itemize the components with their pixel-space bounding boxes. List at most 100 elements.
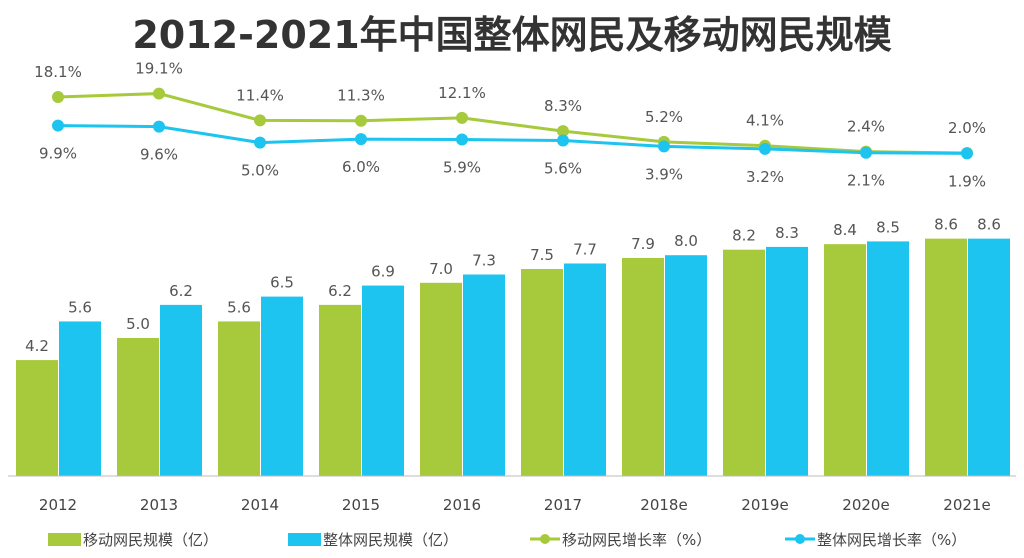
line-point [52, 119, 64, 132]
bar-mobile-2012 [16, 360, 58, 476]
bar-total-2013 [160, 304, 202, 476]
line-value-label: 2.1% [847, 172, 885, 190]
line-value-label: 1.9% [948, 172, 986, 190]
line-point [557, 134, 569, 147]
bar-value-label: 8.0 [674, 232, 698, 250]
line-point [658, 140, 670, 153]
line-value-label: 9.6% [140, 146, 178, 164]
bar-value-label: 7.9 [631, 235, 655, 253]
line-value-label: 11.3% [337, 87, 385, 105]
line-value-label: 2.4% [847, 118, 885, 136]
line-point [456, 111, 468, 124]
bar-total-2014 [261, 296, 303, 476]
bars-layer: 4.2 5.0 5.6 6.2 7.0 7.5 7.9 8.2 8.4 8.6 5.6 6.2 6.5 6… [16, 216, 1010, 476]
bar-mobile-2015 [319, 304, 361, 476]
bar-value-label: 8.6 [934, 216, 958, 234]
x-tick-label: 2020e [842, 496, 889, 514]
bar-total-2017 [564, 263, 606, 476]
x-tick-label: 2012 [39, 496, 77, 514]
x-tick-label: 2017 [544, 496, 582, 514]
line-point [759, 142, 771, 155]
line-point [52, 91, 64, 104]
line-value-label: 8.3% [544, 97, 582, 115]
bar-total-2015 [362, 285, 404, 476]
line-point [456, 133, 468, 146]
bar-mobile-2019e [723, 249, 765, 476]
legend-label: 整体网民增长率（%） [817, 531, 966, 549]
bar-mobile-2020e [824, 244, 866, 476]
legend-label: 移动网民增长率（%） [562, 531, 711, 549]
x-tick-label: 2018e [640, 496, 687, 514]
line-value-label: 9.9% [39, 145, 77, 163]
line-point [355, 133, 367, 146]
x-tick-label: 2021e [943, 496, 990, 514]
bar-total-2019e [766, 246, 808, 476]
legend-marker [540, 534, 550, 544]
line-value-label: 2.0% [948, 119, 986, 137]
line-point [153, 120, 165, 133]
line-value-label: 5.0% [241, 162, 279, 180]
bar-value-label: 6.2 [169, 282, 193, 300]
line-point [254, 114, 266, 127]
bar-value-label: 4.2 [25, 337, 49, 355]
x-tick-label: 2014 [241, 496, 279, 514]
bar-mobile-2014 [218, 321, 260, 476]
bar-value-label: 5.0 [126, 315, 150, 333]
bar-mobile-2016 [420, 282, 462, 476]
chart-title: 2012-2021年中国整体网民及移动网民规模 [132, 13, 891, 57]
lines-layer: 18.1% 19.1% 11.4% 11.3% 12.1% 8.3% 5.2% 4.1% 2.4… [34, 60, 986, 191]
line-value-label: 5.9% [443, 158, 481, 176]
bar-value-label: 6.9 [371, 263, 395, 281]
line-value-label: 5.2% [645, 108, 683, 126]
bar-value-label: 7.7 [573, 240, 597, 258]
line-value-label: 12.1% [438, 84, 486, 102]
bar-value-label: 6.2 [328, 282, 352, 300]
legend-swatch [48, 533, 81, 546]
legend: 移动网民规模（亿） 整体网民规模（亿） 移动网民增长率（%） 整体网民增长率（%） [48, 531, 966, 549]
line-value-label: 19.1% [135, 60, 183, 78]
bar-value-label: 8.3 [775, 224, 799, 242]
legend-marker [795, 534, 805, 544]
bar-value-label: 8.5 [876, 218, 900, 236]
legend-swatch [288, 533, 321, 546]
bar-value-label: 8.2 [732, 227, 756, 245]
line-value-label: 5.6% [544, 160, 582, 178]
bar-value-label: 8.6 [977, 216, 1001, 234]
legend-label: 整体网民规模（亿） [323, 531, 458, 549]
bar-total-2018e [665, 255, 707, 476]
bar-mobile-2013 [117, 338, 159, 476]
bar-value-label: 7.5 [530, 246, 554, 264]
x-axis-ticks: 2012 2013 2014 2015 2016 2017 2018e 2019e 2020e 2… [39, 496, 991, 514]
legend-label: 移动网民规模（亿） [83, 531, 218, 549]
line-total-growth [57, 124, 968, 155]
line-value-label: 18.1% [34, 63, 82, 81]
bar-total-2012 [59, 321, 101, 476]
line-value-label: 3.2% [746, 168, 784, 186]
bar-value-label: 6.5 [270, 274, 294, 292]
line-value-label: 6.0% [342, 158, 380, 176]
line-point [961, 147, 973, 160]
bar-value-label: 7.3 [472, 252, 496, 270]
line-value-label: 11.4% [236, 86, 284, 104]
line-point [355, 114, 367, 127]
line-point [557, 125, 569, 138]
bar-value-label: 7.0 [429, 260, 453, 278]
x-tick-label: 2016 [443, 496, 481, 514]
bar-value-label: 5.6 [227, 298, 251, 316]
bar-total-2021e [968, 238, 1010, 476]
x-tick-label: 2013 [140, 496, 178, 514]
x-tick-label: 2015 [342, 496, 380, 514]
line-point [860, 146, 872, 159]
bar-mobile-2021e [925, 238, 967, 476]
x-tick-label: 2019e [741, 496, 788, 514]
bar-mobile-2017 [521, 269, 563, 476]
bar-value-label: 5.6 [68, 298, 92, 316]
line-point [254, 136, 266, 149]
bar-total-2020e [867, 241, 909, 476]
bar-mobile-2018e [622, 257, 664, 476]
bar-total-2016 [463, 274, 505, 476]
line-value-label: 3.9% [645, 165, 683, 183]
bar-value-label: 8.4 [833, 221, 857, 239]
line-point [153, 87, 165, 100]
